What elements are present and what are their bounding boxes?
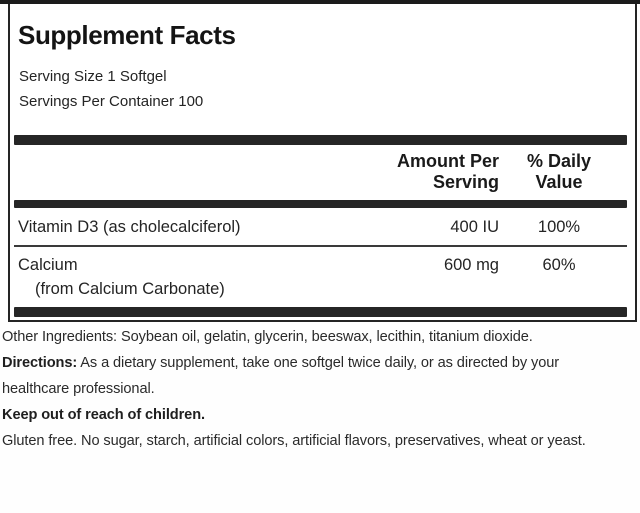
directions-text: Directions: As a dietary supplement, tak… [2,350,624,402]
thick-divider-top [14,135,627,145]
nutrient-amount: 600 mg [443,256,499,274]
directions-label: Directions: [2,355,78,371]
other-ingredients-text: Other Ingredients: Soybean oil, gelatin,… [2,329,533,345]
table-row-calcium: Calcium (from Calcium Carbonate) 600 mg … [10,247,635,302]
header-amount-line1: Amount Per [396,151,499,171]
thin-row-divider [14,245,627,247]
header-daily-value: % Daily Value [499,151,619,193]
gluten-free-statement: Gluten free. No sugar, starch, artificia… [2,433,586,449]
directions-body: As a dietary supplement, take one softge… [2,355,560,397]
nutrient-daily-value: 60% [542,256,576,274]
header-amount-per-serving: Amount Per Serving [381,151,499,193]
label-top-border [0,0,640,4]
serving-size-text: Serving Size 1 Softgel [19,68,167,85]
header-amount-line2: Serving [432,172,499,192]
label-footer-notes: Other Ingredients: Soybean oil, gelatin,… [0,324,640,454]
thick-divider-bottom [14,307,627,317]
supplement-facts-panel: Supplement Facts Serving Size 1 Softgel … [8,4,637,322]
nutrient-name-block: Calcium (from Calcium Carbonate) [18,255,381,302]
keep-out-of-reach-warning: Keep out of reach of children. [2,407,205,423]
nutrient-amount: 400 IU [450,218,499,236]
header-daily-line1: % Daily [526,151,592,171]
servings-per-container-text: Servings Per Container 100 [19,93,204,110]
thick-divider-header [14,200,627,208]
nutrient-name: Calcium [18,256,78,274]
facts-table-header: Amount Per Serving % Daily Value [10,151,635,193]
nutrient-daily-value: 100% [537,218,581,236]
nutrient-name: Vitamin D3 (as cholecalciferol) [18,218,241,236]
facts-title: Supplement Facts [18,20,236,50]
header-daily-line2: Value [535,172,583,192]
table-row-vitamin-d3: Vitamin D3 (as cholecalciferol) 400 IU 1… [10,208,635,245]
nutrient-source: (from Calcium Carbonate) [35,280,225,298]
